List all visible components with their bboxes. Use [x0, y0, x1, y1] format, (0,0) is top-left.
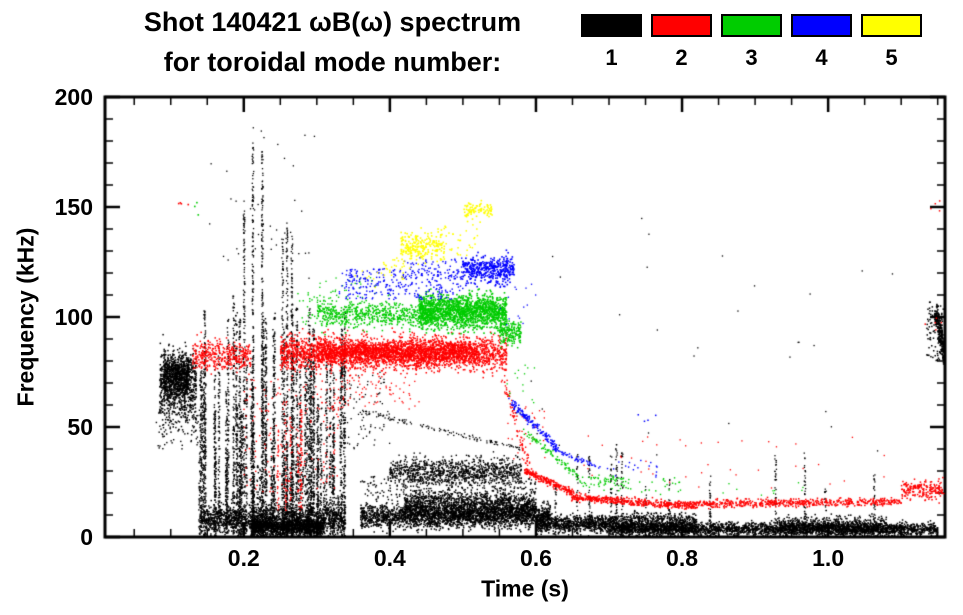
x-tick-label-0.6: 0.6 — [519, 545, 552, 571]
x-tick-label-1.0: 1.0 — [812, 545, 845, 571]
chart-title-line2: for toroidal mode number: — [163, 47, 502, 77]
legend-label-n4: 4 — [815, 45, 828, 70]
legend-label-n5: 5 — [885, 45, 898, 70]
chart-title-line1: Shot 140421 ωB(ω) spectrum — [143, 7, 522, 37]
legend-label-n3: 3 — [745, 45, 758, 70]
legend-swatch-n2 — [651, 14, 712, 37]
legend-item-n4: 4 — [791, 14, 852, 70]
x-tick-label-0.4: 0.4 — [373, 545, 406, 571]
legend-swatch-n4 — [791, 14, 852, 37]
y-tick-label-200: 200 — [54, 84, 93, 110]
legend-swatch-n3 — [721, 14, 782, 37]
legend-swatch-n1 — [581, 14, 642, 37]
chart-title: Shot 140421 ωB(ω) spectrum for toroidal … — [90, 2, 575, 82]
legend-item-n3: 3 — [721, 14, 782, 70]
y-tick-label-150: 150 — [54, 194, 93, 220]
legend-item-n5: 5 — [861, 14, 922, 70]
legend: 1 2 3 4 5 — [581, 14, 922, 70]
y-axis-title: Frequency (kHz) — [12, 227, 39, 407]
legend-item-n1: 1 — [581, 14, 642, 70]
legend-label-n2: 2 — [675, 45, 688, 70]
y-tick-label-0: 0 — [80, 524, 93, 550]
legend-item-n2: 2 — [651, 14, 712, 70]
y-tick-label-100: 100 — [54, 304, 93, 330]
x-axis-title: Time (s) — [481, 575, 569, 602]
legend-swatch-n5 — [861, 14, 922, 37]
x-tick-label-0.2: 0.2 — [227, 545, 260, 571]
x-tick-label-0.8: 0.8 — [666, 545, 699, 571]
legend-label-n1: 1 — [605, 45, 618, 70]
y-tick-label-50: 50 — [67, 414, 93, 440]
